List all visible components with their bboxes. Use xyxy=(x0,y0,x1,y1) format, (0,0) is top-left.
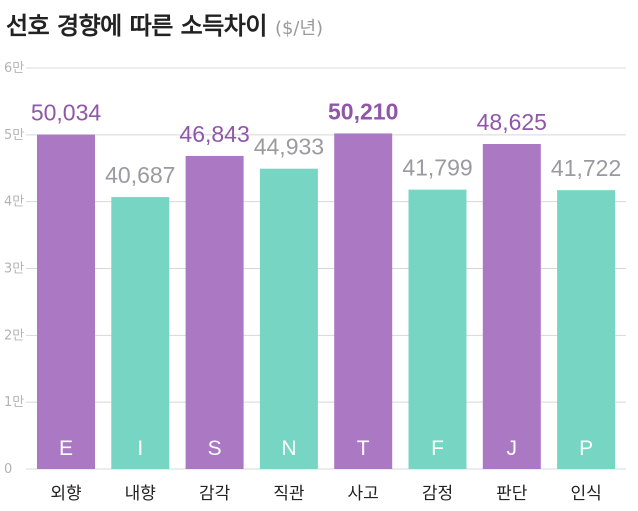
bar-letter: N xyxy=(281,437,296,460)
category-label: 감정 xyxy=(422,484,453,504)
bar-j xyxy=(482,144,541,469)
y-tick-label: 2만 xyxy=(4,328,24,343)
y-tick-label: 5만 xyxy=(4,128,24,143)
y-tick-label: 6만 xyxy=(4,61,24,76)
category-label: 외향 xyxy=(50,484,81,504)
bar-s xyxy=(185,155,244,469)
bar-i xyxy=(111,197,170,470)
chart-title: 선호 경향에 따른 소득차이 xyxy=(6,12,267,40)
unit-label: ($/년) xyxy=(274,18,324,39)
bar-letter: E xyxy=(59,437,73,460)
bar-letter: J xyxy=(507,437,518,460)
bar-t xyxy=(334,133,393,469)
category-label: 내향 xyxy=(125,484,156,504)
value-label: 48,625 xyxy=(477,109,547,135)
category-label: 직관 xyxy=(273,484,304,504)
bar-letter: F xyxy=(431,437,444,460)
y-tick-label: 0 xyxy=(4,462,12,477)
y-tick-label: 1만 xyxy=(4,395,24,410)
bar-e xyxy=(37,134,95,470)
value-label: 50,210 xyxy=(328,98,398,124)
value-label: 44,933 xyxy=(254,134,324,160)
value-label: 41,722 xyxy=(551,155,621,181)
category-label: 감각 xyxy=(199,484,231,504)
bar-f xyxy=(408,189,467,469)
category-label: 인식 xyxy=(570,484,601,504)
bar-p xyxy=(557,190,616,469)
value-label: 50,034 xyxy=(31,100,102,126)
y-tick-label: 4만 xyxy=(4,195,24,210)
chart-header: 선호 경향에 따른 소득차이 ($/년) xyxy=(6,6,323,42)
category-label: 판단 xyxy=(496,484,528,504)
y-tick-label: 3만 xyxy=(4,262,24,277)
bar-letter: I xyxy=(137,437,143,460)
bar-n xyxy=(259,168,318,469)
bar-letter: T xyxy=(357,437,370,460)
bar-letter: P xyxy=(579,437,593,460)
value-label: 40,687 xyxy=(105,162,175,188)
bar-letter: S xyxy=(208,437,222,460)
value-label: 46,843 xyxy=(179,121,249,147)
category-label: 사고 xyxy=(348,484,379,504)
value-label: 41,799 xyxy=(402,155,472,181)
